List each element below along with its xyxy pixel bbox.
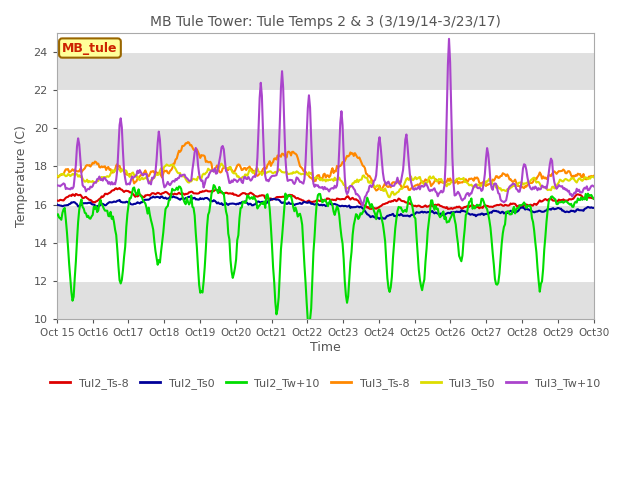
Text: MB_tule: MB_tule xyxy=(62,42,118,55)
Bar xyxy=(57,128,593,167)
Bar xyxy=(57,204,593,243)
Y-axis label: Temperature (C): Temperature (C) xyxy=(15,125,28,227)
Bar xyxy=(57,281,593,319)
Bar xyxy=(57,52,593,90)
X-axis label: Time: Time xyxy=(310,341,340,354)
Legend: Tul2_Ts-8, Tul2_Ts0, Tul2_Tw+10, Tul3_Ts-8, Tul3_Ts0, Tul3_Tw+10: Tul2_Ts-8, Tul2_Ts0, Tul2_Tw+10, Tul3_Ts… xyxy=(45,374,605,394)
Title: MB Tule Tower: Tule Temps 2 & 3 (3/19/14-3/23/17): MB Tule Tower: Tule Temps 2 & 3 (3/19/14… xyxy=(150,15,500,29)
